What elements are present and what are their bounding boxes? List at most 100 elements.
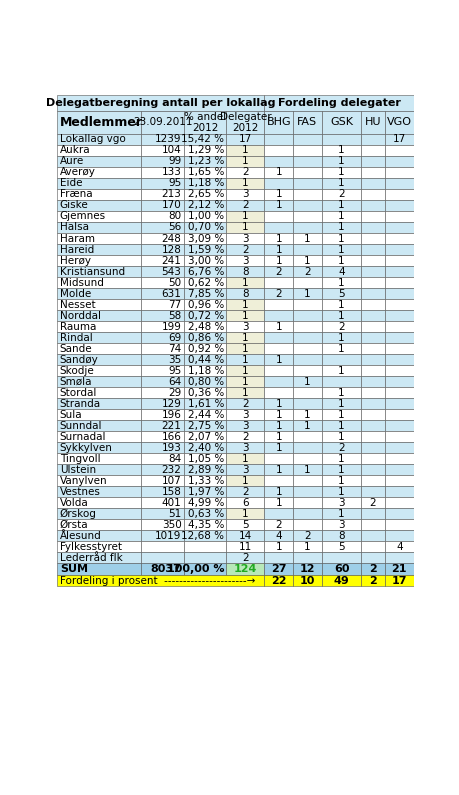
Bar [264,354,292,365]
Text: 1: 1 [337,398,344,409]
Bar [321,519,360,530]
Bar [264,365,292,376]
Text: 1: 1 [337,454,344,463]
Bar [226,453,264,464]
Text: 1239: 1239 [155,134,181,145]
Text: 8: 8 [337,531,344,541]
Text: 4,35 %: 4,35 % [187,520,224,529]
Bar [264,464,292,475]
Bar [57,255,141,266]
Text: 0,80 %: 0,80 % [188,377,224,386]
Bar [264,541,292,553]
Bar [141,398,184,409]
Bar [384,310,413,321]
Bar [384,244,413,255]
Bar [184,288,226,299]
Bar [264,134,292,145]
Bar [141,376,184,387]
Text: Sandøy: Sandøy [60,355,98,365]
Bar [141,564,184,575]
Bar [226,277,264,288]
Bar [226,200,264,211]
Text: Averøy: Averøy [60,168,95,177]
Bar [184,530,226,541]
Bar [360,156,384,167]
Text: 3: 3 [337,520,344,529]
Bar [292,277,321,288]
Bar [321,442,360,453]
Bar [141,244,184,255]
Bar [384,200,413,211]
Text: 1: 1 [337,421,344,431]
Bar [184,464,226,475]
Text: Ørsta: Ørsta [60,520,88,529]
Bar [264,95,413,111]
Text: 221: 221 [161,421,181,431]
Bar [264,200,292,211]
Bar [360,233,384,244]
Bar [360,211,384,222]
Bar [184,387,226,398]
Bar [226,431,264,442]
Bar [321,288,360,299]
Bar [360,530,384,541]
Text: 170: 170 [162,200,181,211]
Bar [57,376,141,387]
Bar [141,156,184,167]
Bar [321,376,360,387]
Text: 1: 1 [337,200,344,211]
Bar [321,277,360,288]
Bar [384,398,413,409]
Bar [226,145,264,156]
Text: 1: 1 [337,178,344,188]
Bar [264,409,292,421]
Bar [184,541,226,553]
Text: 2: 2 [241,553,248,563]
Bar [184,508,226,519]
Bar [321,211,360,222]
Bar [321,266,360,277]
Bar [141,134,184,145]
Text: 1: 1 [275,409,281,420]
Text: 4: 4 [395,542,402,552]
Text: 1: 1 [275,498,281,508]
Text: 1: 1 [275,398,281,409]
Text: Ålesund: Ålesund [60,531,101,541]
Text: 4: 4 [337,266,344,277]
Bar [360,189,384,200]
Text: 350: 350 [162,520,181,529]
Text: 3: 3 [241,189,248,200]
Bar [57,277,141,288]
Text: 2,75 %: 2,75 % [187,421,224,431]
Bar [184,277,226,288]
Bar [57,519,141,530]
Bar [321,508,360,519]
Text: 3: 3 [337,498,344,508]
Bar [226,421,264,431]
Bar [184,332,226,343]
Bar [360,376,384,387]
Text: 2: 2 [337,322,344,332]
Text: 3,00 %: 3,00 % [188,255,224,266]
Bar [264,421,292,431]
Text: 1: 1 [275,189,281,200]
Bar [264,111,292,134]
Text: Rauma: Rauma [60,322,96,332]
Bar [184,564,226,575]
Text: 60: 60 [333,564,348,574]
Bar [384,453,413,464]
Text: Vestnes: Vestnes [60,487,101,497]
Bar [141,409,184,421]
Bar [321,453,360,464]
Bar [226,376,264,387]
Bar [184,299,226,310]
Bar [360,508,384,519]
Text: 1: 1 [241,377,248,386]
Bar [141,189,184,200]
Text: 2: 2 [337,189,344,200]
Bar [321,255,360,266]
Text: 1019: 1019 [155,531,181,541]
Bar [264,575,292,587]
Bar [384,233,413,244]
Text: 1: 1 [337,475,344,486]
